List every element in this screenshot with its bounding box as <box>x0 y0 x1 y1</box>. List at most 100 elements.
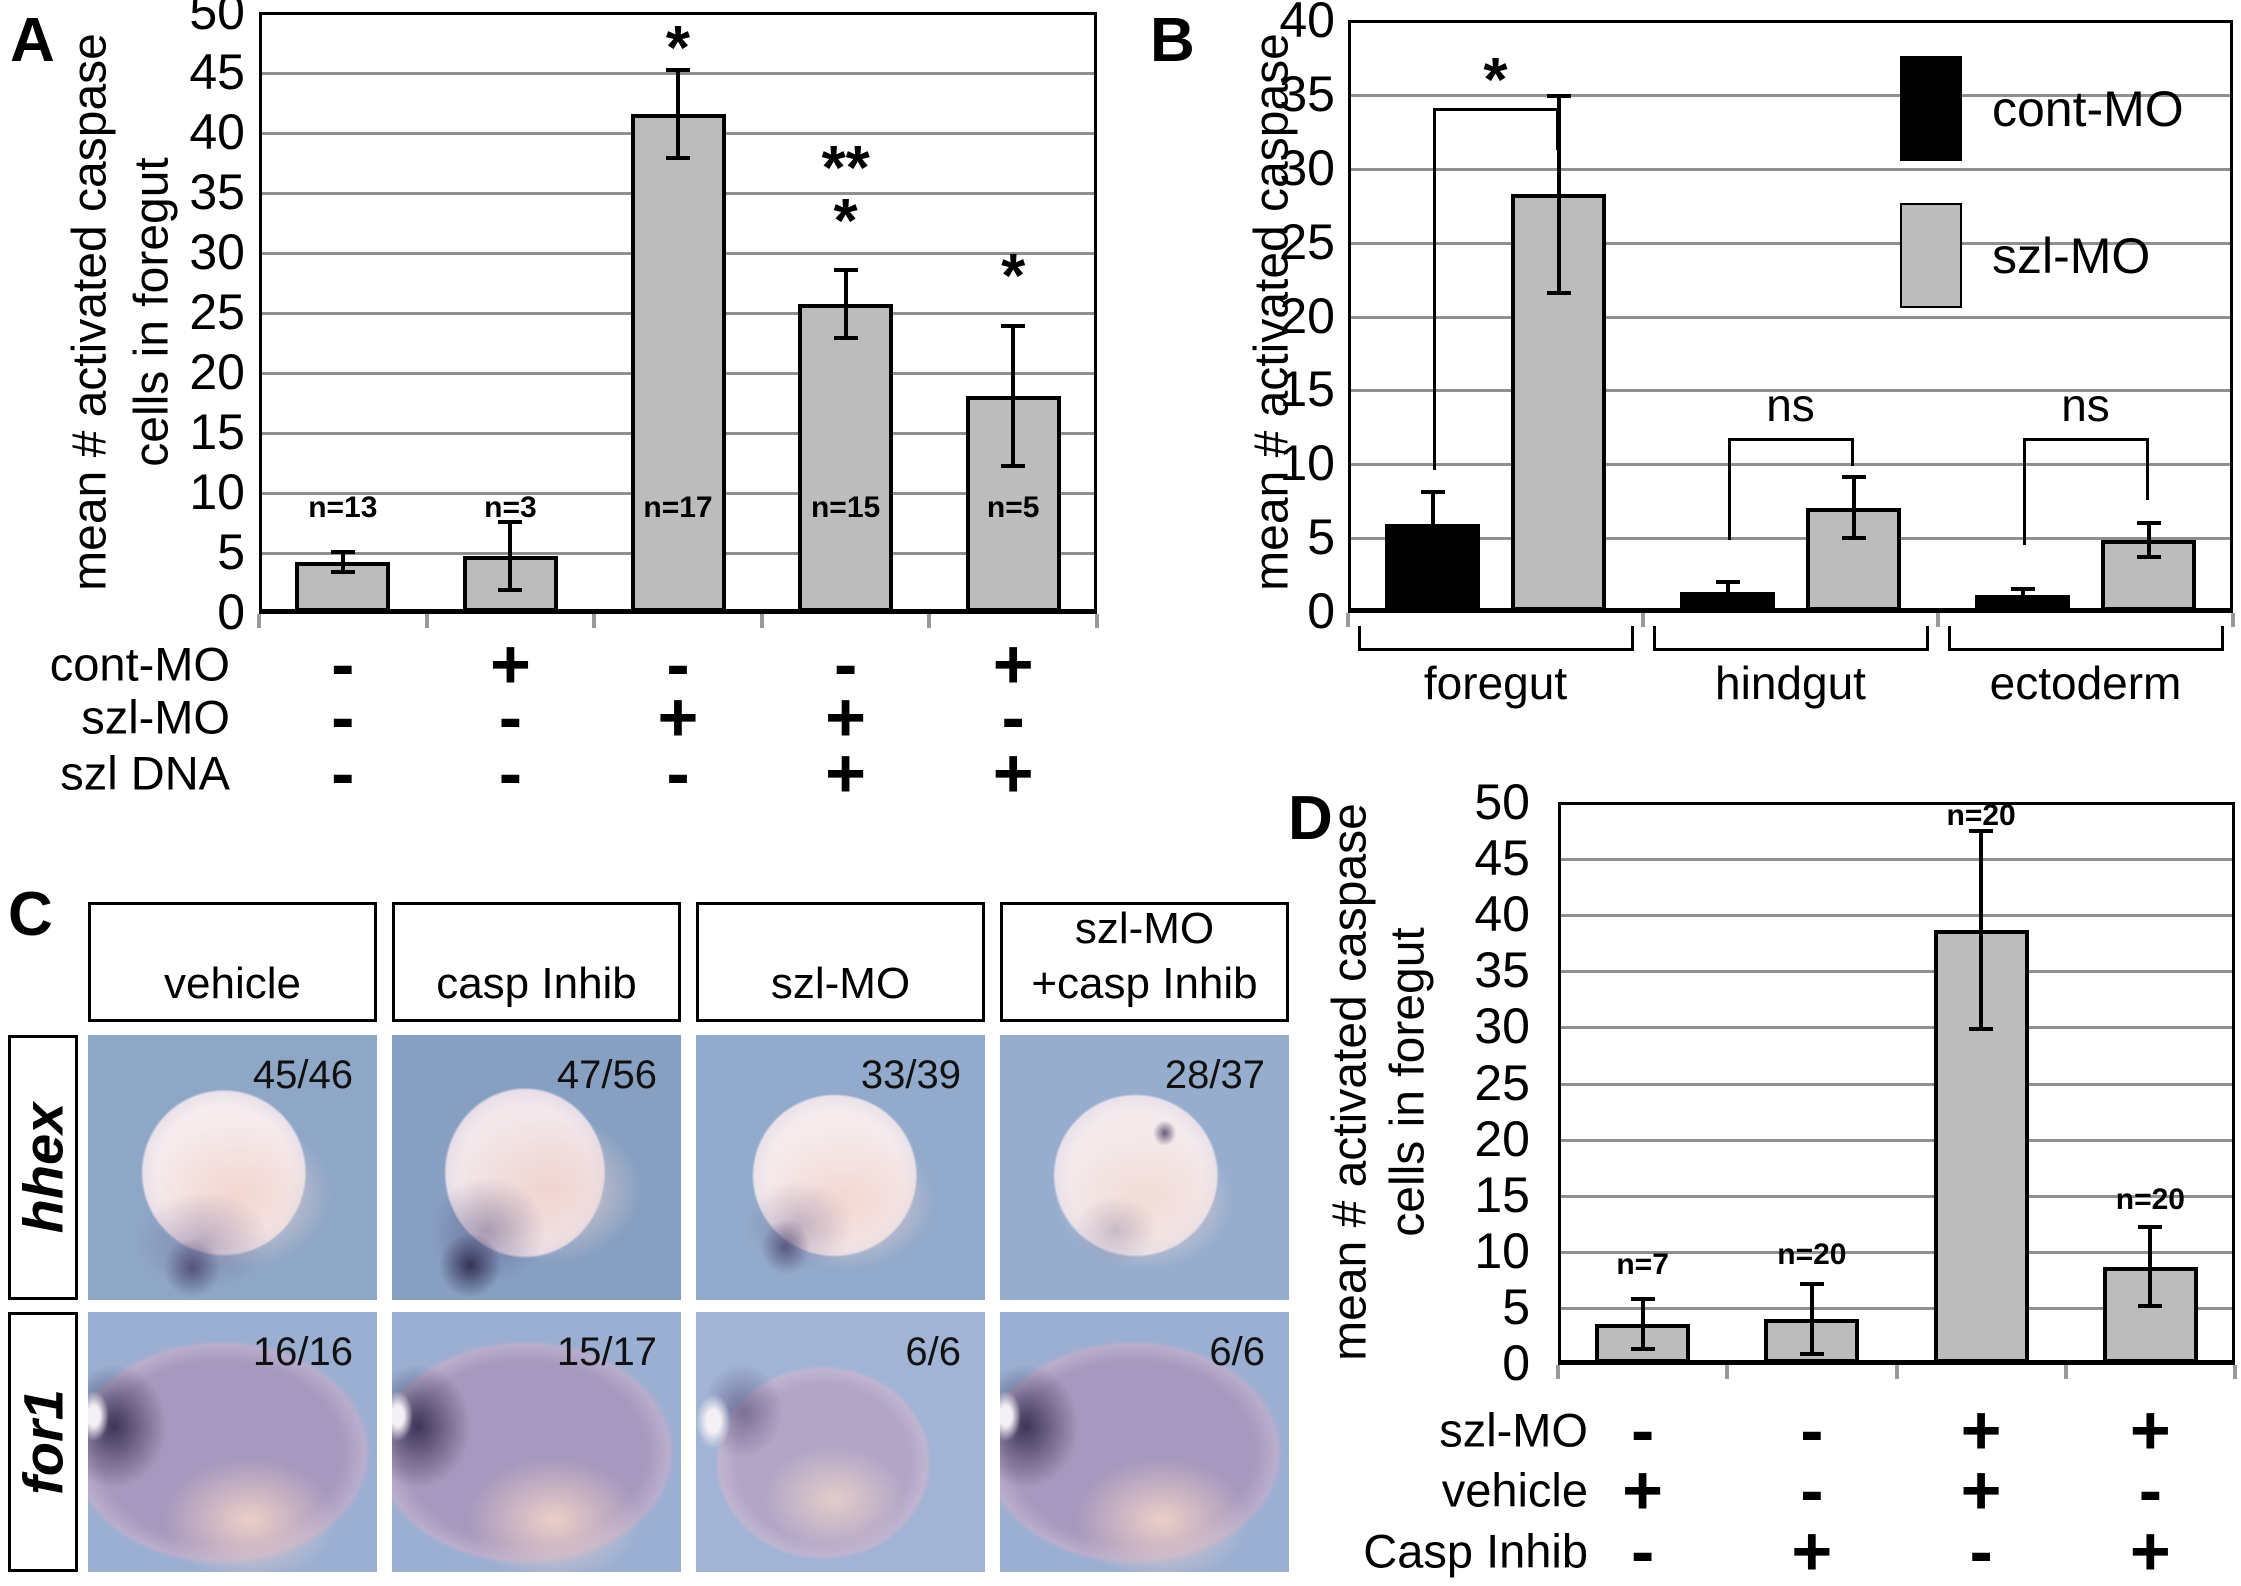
error-bar <box>1851 475 1856 541</box>
group-bracket <box>1947 626 1951 648</box>
error-bar-cap <box>1969 828 1994 833</box>
condition-flag: + <box>1960 1391 2002 1469</box>
embryo-image: 28/37 <box>1000 1035 1289 1300</box>
bottom-axis <box>1558 1361 2235 1365</box>
bottom-axis <box>259 610 1097 614</box>
condition-flag: + <box>992 625 1034 703</box>
sig-bracket <box>2022 438 2026 545</box>
y-tick-label: 5 <box>1307 509 1335 566</box>
y-tick-label: 0 <box>1502 1335 1530 1391</box>
x-axis-tick <box>1095 614 1099 628</box>
error-bar <box>843 267 848 340</box>
condition-flag: - <box>498 678 523 756</box>
condition-flag: - <box>331 678 355 756</box>
group-bracket <box>1357 626 1361 648</box>
group-bracket <box>1652 648 1929 651</box>
y-axis-title: cells in foregut <box>125 157 179 467</box>
error-bar-cap <box>2138 1304 2163 1309</box>
sig-bracket <box>1727 438 1731 540</box>
n-count-label: n=5 <box>986 491 1040 524</box>
count-label: 6/6 <box>905 1330 961 1374</box>
significance-mark: * <box>1001 242 1026 311</box>
error-bar-cap <box>666 155 690 160</box>
error-bar-cap <box>833 267 858 272</box>
x-axis-tick <box>592 614 597 628</box>
sig-bracket <box>1432 108 1559 111</box>
condition-row-label: szl-MO <box>1439 1403 1588 1457</box>
error-bar-cap <box>1001 464 1026 468</box>
y-tick-label: 35 <box>1474 942 1530 999</box>
n-count-label: n=20 <box>1777 1238 1847 1271</box>
y-tick-label: 15 <box>189 404 245 460</box>
group-bracket <box>1630 626 1634 648</box>
panel-a-letter: A <box>10 6 55 75</box>
x-axis-tick <box>1894 1365 1899 1379</box>
y-tick-label: 45 <box>1474 830 1530 887</box>
y-gridline <box>1561 1138 2232 1142</box>
y-gridline <box>1351 315 2230 319</box>
embryo-image: 6/6 <box>696 1312 985 1572</box>
bar <box>630 114 726 612</box>
y-tick-label: 20 <box>1474 1110 1530 1167</box>
condition-flag: + <box>825 678 867 756</box>
y-tick-label: 40 <box>1279 0 1335 48</box>
bottom-axis <box>1348 609 2233 613</box>
column-header: casp Inhib <box>392 902 681 1022</box>
condition-flag: - <box>666 734 690 812</box>
group-bracket <box>2220 626 2224 648</box>
row-gene-box: hhex <box>8 1035 78 1300</box>
error-bar-cap <box>1799 1282 1824 1287</box>
x-axis-tick <box>424 614 429 628</box>
sig-bracket <box>1432 108 1436 470</box>
y-gridline <box>1561 1250 2232 1254</box>
error-bar-cap <box>2138 1224 2163 1229</box>
x-axis-tick <box>1725 1365 1730 1379</box>
condition-flag: + <box>657 678 699 756</box>
error-bar-cap <box>1546 93 1571 98</box>
legend-label: cont-MO <box>1992 81 2184 137</box>
y-gridline <box>1561 1194 2232 1198</box>
error-bar-cap <box>498 587 523 592</box>
y-tick-label: 0 <box>217 584 245 640</box>
y-tick-label: 10 <box>189 464 245 520</box>
y-tick-label: 15 <box>1474 1166 1530 1223</box>
legend-swatch-szl-MO <box>1900 203 1962 308</box>
error-bar <box>2146 520 2151 560</box>
condition-flag: + <box>825 734 867 812</box>
y-tick-label: 20 <box>1279 287 1335 344</box>
significance-mark: * <box>665 14 691 83</box>
condition-flag: + <box>2129 1512 2171 1586</box>
column-header-line: +casp Inhib <box>1031 959 1258 1008</box>
x-axis-tick <box>927 614 932 628</box>
y-tick-label: 50 <box>189 0 245 40</box>
count-label: 6/6 <box>1209 1330 1265 1374</box>
y-gridline <box>1561 970 2232 974</box>
error-bar-cap <box>330 569 355 574</box>
condition-flag: - <box>498 734 523 812</box>
y-gridline <box>1561 858 2232 862</box>
y-tick-label: 45 <box>189 44 245 100</box>
group-label: ectoderm <box>1989 657 2182 709</box>
count-label: 45/46 <box>252 1053 353 1097</box>
x-axis-tick <box>1346 613 1350 627</box>
group-bracket <box>1925 626 1929 648</box>
error-bar <box>1556 93 1561 295</box>
column-header-line: vehicle <box>164 959 301 1008</box>
n-count-label: n=20 <box>1946 799 2016 832</box>
column-header-line: szl-MO <box>770 959 911 1008</box>
y-tick-label: 25 <box>189 284 245 340</box>
n-count-label: n=20 <box>2115 1183 2185 1216</box>
y-gridline <box>1561 1082 2232 1086</box>
y-tick-label: 35 <box>1279 65 1335 122</box>
error-bar-cap <box>2136 555 2161 560</box>
error-bar <box>340 549 345 574</box>
bar <box>2102 1266 2198 1363</box>
condition-flag: - <box>1630 1512 1655 1586</box>
error-bar-cap <box>1630 1346 1655 1351</box>
condition-flag: + <box>992 734 1034 812</box>
y-tick-label: 35 <box>189 164 245 220</box>
embryo-image: 45/46 <box>88 1035 377 1300</box>
group-label: foregut <box>1423 657 1568 709</box>
error-bar-cap <box>833 335 858 340</box>
